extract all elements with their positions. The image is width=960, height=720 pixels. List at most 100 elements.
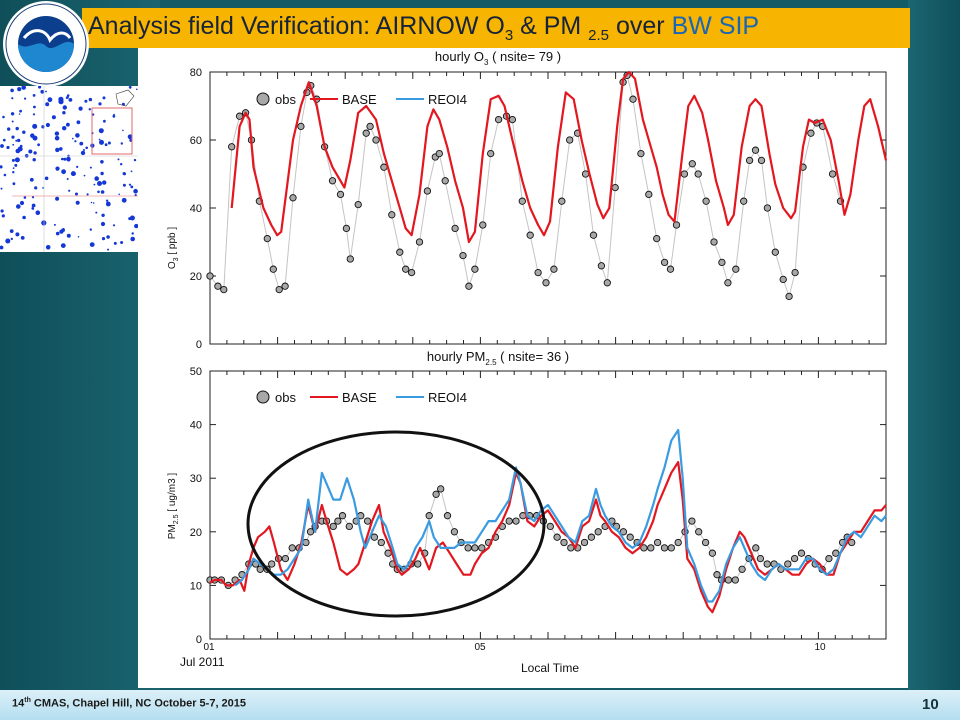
pm25-obs-point (432, 490, 440, 498)
o3-obs-point (415, 238, 424, 246)
pm25-legend: obs BASE REOI4 (256, 390, 467, 405)
o3-obs-point (289, 194, 297, 202)
o3-obs-point (807, 129, 815, 137)
map-station-dot (129, 215, 135, 221)
pm25-x-axis-label: Local Time (521, 661, 579, 675)
pm25-obs-point (306, 528, 315, 536)
map-station-dot (31, 196, 35, 199)
map-station-dot (19, 200, 25, 206)
map-station-dot (1, 214, 5, 218)
o3-obs-point (566, 136, 574, 144)
map-station-dot (105, 199, 109, 202)
o3-obs-point (653, 234, 661, 243)
footer-rest: CMAS, Chapel Hill, NC October 5-7, 2015 (30, 697, 247, 710)
map-station-dot (120, 142, 124, 145)
pm25-obs-point (701, 538, 710, 547)
o3-obs-point (346, 255, 354, 263)
map-station-dot (17, 87, 22, 92)
pm25-y-tick-label: 10 (190, 580, 202, 592)
map-station-dot (101, 213, 105, 217)
map-station-dot (88, 97, 93, 102)
o3-obs-connector (209, 74, 841, 299)
o3-obs-point (402, 265, 410, 273)
map-station-dot (105, 201, 111, 207)
map-station-dot (55, 231, 60, 236)
chart-svg: hourly O3 ( nsite= 79 ) O3 [ ppb ] 0 20 40… (167, 49, 888, 675)
o3-obs-point (702, 197, 710, 205)
o3-obs-point (597, 262, 606, 270)
map-station-dot (63, 157, 67, 161)
map-station-dot (113, 241, 117, 245)
map-domain-box (91, 107, 133, 155)
pm25-obs-point (288, 544, 296, 552)
pm25-x-tick-label: 01 (203, 642, 215, 653)
map-station-dot (118, 193, 120, 196)
map-station-dot (0, 245, 4, 250)
pm25-obs-point (713, 571, 721, 579)
map-station-dot (72, 137, 74, 140)
pm25-obs-point (329, 522, 337, 531)
map-station-dot (15, 204, 21, 209)
map-station-dot (10, 112, 15, 116)
map-station-dot (107, 141, 111, 145)
map-station-dot (0, 144, 4, 148)
map-station-dot (2, 138, 6, 142)
map-station-dot (35, 210, 41, 215)
map-station-dot (104, 143, 108, 147)
map-station-dot (10, 88, 14, 93)
map-station-dot (15, 232, 20, 237)
map-station-dot (55, 147, 60, 153)
map-station-dot (127, 134, 133, 140)
pm25-obs-point (443, 512, 452, 520)
pm25-obs-point (619, 528, 628, 536)
map-station-dot (86, 193, 89, 196)
map-station-dot (75, 200, 80, 205)
pm25-y-axis-label: PM2.5 [ ug/m3 ] (167, 473, 180, 540)
title-pm-subscript: 2.5 (588, 27, 610, 44)
map-station-dot (19, 109, 22, 113)
pm25-obs-point (756, 554, 765, 563)
pm25-obs-point (708, 549, 717, 557)
map-station-dot (117, 158, 120, 161)
map-station-dot (100, 160, 104, 164)
pm25-obs-point (594, 528, 602, 536)
pm25-obs-point (377, 538, 385, 547)
map-station-dot (99, 139, 104, 145)
chart-panel: hourly O3 ( nsite= 79 ) O3 [ ppb ] 0 20 40… (138, 48, 908, 688)
pm25-obs-point (567, 544, 575, 552)
pm25-obs-point (478, 544, 486, 552)
pm25-obs-point (450, 528, 459, 536)
o3-obs-point (718, 258, 726, 267)
map-station-dot (19, 144, 23, 148)
pm25-obs-point (471, 544, 479, 552)
o3-obs-point (275, 285, 283, 294)
map-station-dot (11, 97, 14, 100)
o3-obs-point (423, 187, 432, 195)
pm25-obs-point (256, 565, 264, 573)
map-svg (0, 86, 138, 252)
o3-obs-point (459, 251, 467, 260)
o3-obs-point (611, 183, 619, 192)
o3-obs-point (471, 265, 479, 273)
map-station-dot (32, 123, 38, 129)
o3-obs-point (297, 122, 305, 131)
map-station-dot (14, 157, 20, 163)
pm25-chart-title: hourly PM2.5 ( nsite= 36 ) (427, 349, 569, 367)
pm25-obs-point (587, 533, 596, 541)
pm25-obs-point (464, 544, 472, 552)
map-station-dot (59, 147, 63, 151)
pm25-x-start-label: Jul 2011 (180, 655, 225, 669)
pm25-obs-point (626, 533, 634, 541)
map-station-dot (30, 150, 33, 152)
map-station-dot (131, 232, 134, 235)
o3-y-tick-label: 20 (190, 271, 202, 283)
legend-obs-marker (256, 92, 270, 106)
map-station-dot (65, 96, 68, 99)
pm25-obs-point (790, 554, 799, 563)
o3-obs-point (660, 258, 669, 267)
map-station-dot (37, 143, 40, 147)
o3-obs-point (451, 224, 459, 233)
legend-reoi4-label: REOI4 (428, 92, 467, 107)
map-station-dot (11, 135, 15, 139)
map-station-dot (11, 120, 14, 123)
